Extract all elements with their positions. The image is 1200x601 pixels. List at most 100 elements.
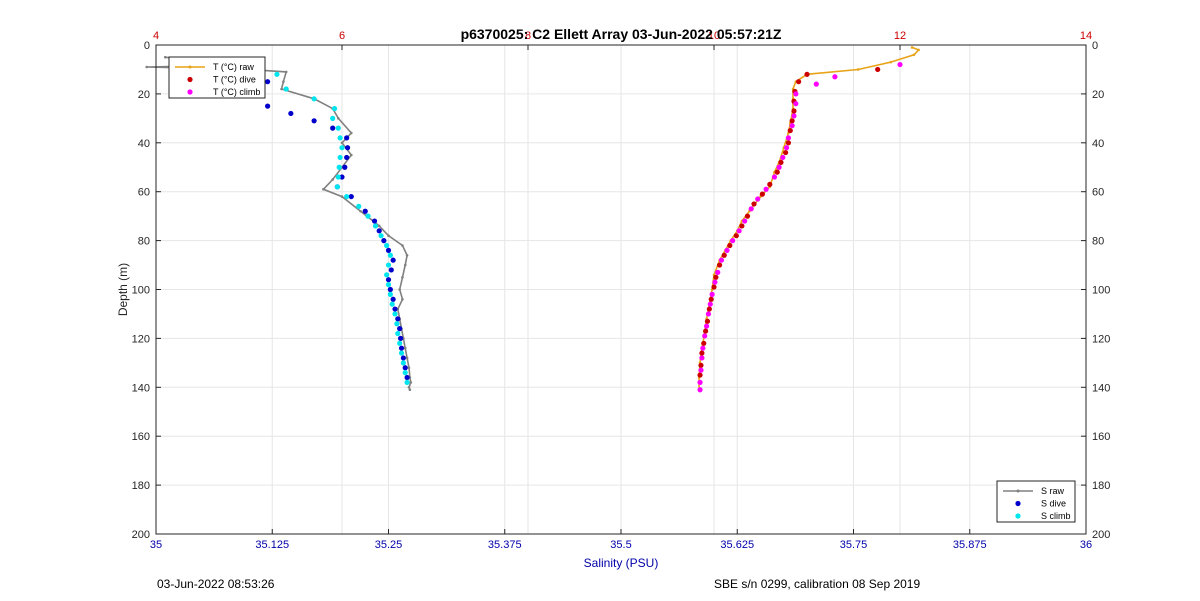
point-s-climb	[378, 233, 384, 239]
point-s-climb	[365, 213, 371, 219]
point-t-c-climb	[698, 367, 704, 373]
point-s-raw	[282, 80, 285, 83]
point-t-c-climb	[702, 333, 708, 339]
point-t-c-dive	[703, 328, 709, 334]
legend-entry-label: S dive	[1041, 499, 1066, 509]
tick-layer: 35 35.125 35.25 35.375 35.5 35.625 35.75 35.875…	[132, 30, 1111, 551]
y-tick-label-right: 120	[1092, 333, 1110, 345]
point-t-c-dive	[796, 79, 802, 85]
point-t-c-climb	[699, 355, 705, 361]
x-tick-label-bottom: 35.125	[255, 539, 289, 551]
point-s-climb	[404, 379, 410, 386]
point-t-c-climb	[705, 311, 712, 317]
point-s-climb	[384, 242, 390, 249]
point-s-dive	[381, 238, 387, 244]
point-s-raw	[331, 178, 335, 181]
point-s-climb	[384, 272, 390, 278]
point-t-c-climb	[748, 206, 754, 212]
legend-marker-swatch	[188, 65, 192, 69]
point-s-dive	[342, 164, 348, 170]
point-s-climb	[394, 321, 400, 327]
point-s-dive	[390, 257, 396, 263]
point-s-raw	[145, 65, 148, 69]
point-t-c-dive	[767, 181, 773, 187]
y-tick-label-left: 60	[138, 187, 150, 199]
point-t-c-dive	[875, 66, 881, 73]
point-s-dive	[339, 174, 345, 180]
point-s-dive	[400, 355, 406, 361]
point-s-dive	[390, 296, 396, 302]
y-tick-label-right: 40	[1092, 138, 1104, 150]
point-s-climb	[387, 252, 393, 258]
point-s-dive	[404, 374, 410, 381]
point-s-raw	[340, 195, 344, 198]
point-s-climb	[283, 86, 289, 92]
point-t-c-climb	[897, 61, 903, 68]
footer-timestamp: 03-Jun-2022 08:53:26	[157, 577, 275, 591]
point-t-c-dive	[713, 274, 719, 280]
point-s-climb	[337, 154, 343, 161]
y-tick-label-right: 60	[1092, 187, 1104, 199]
y-tick-label-right: 0	[1092, 40, 1098, 52]
y-tick-label-left: 120	[132, 333, 150, 345]
point-s-climb	[339, 145, 345, 151]
point-s-climb	[335, 174, 341, 180]
point-s-raw	[403, 346, 407, 350]
point-t-c-climb	[700, 345, 706, 351]
point-t-c-dive	[721, 252, 727, 258]
point-t-c-climb	[771, 174, 778, 180]
point-s-climb	[311, 96, 317, 102]
point-t-c-dive	[708, 296, 714, 302]
point-s-climb	[344, 193, 350, 200]
point-t-c-dive	[789, 118, 795, 124]
point-s-raw	[284, 70, 288, 74]
point-t-c-climb	[755, 196, 761, 202]
point-s-dive	[385, 247, 392, 253]
point-t-c-climb	[793, 101, 799, 107]
point-s-climb	[398, 350, 405, 356]
point-t-c-dive	[727, 242, 733, 249]
y-tick-label-right: 100	[1092, 285, 1110, 297]
point-s-dive	[395, 316, 401, 322]
point-t-c-climb	[707, 301, 713, 307]
x-axis-label-bottom: Salinity (PSU)	[584, 556, 659, 570]
point-t-c-dive	[778, 159, 784, 165]
point-s-climb	[395, 330, 401, 337]
point-t-c-climb	[832, 74, 838, 80]
point-t-c-climb	[718, 257, 725, 263]
point-s-raw	[398, 288, 401, 291]
point-s-dive	[397, 326, 403, 332]
y-tick-label-right: 160	[1092, 431, 1110, 443]
point-s-dive	[387, 286, 393, 293]
point-t-c-dive	[716, 262, 723, 268]
legend-entry-label: T (°C) dive	[213, 75, 256, 85]
legend-marker-swatch	[1015, 500, 1021, 507]
y-tick-label-left: 180	[132, 480, 150, 492]
point-t-c-dive	[785, 140, 792, 146]
series-line-s-raw	[146, 56, 412, 390]
point-s-climb	[336, 164, 342, 170]
point-s-dive	[397, 335, 404, 341]
point-s-climb	[274, 71, 280, 77]
point-s-dive	[330, 125, 336, 131]
x-tick-label-bottom: 36	[1080, 539, 1092, 551]
x-tick-label-top: 6	[339, 30, 345, 42]
point-s-climb	[400, 360, 406, 366]
y-tick-label-left: 40	[138, 138, 150, 150]
point-t-c-climb	[715, 269, 721, 275]
point-t-c-climb	[785, 135, 792, 141]
y-tick-label-right: 200	[1092, 529, 1110, 541]
point-s-dive	[388, 267, 394, 273]
point-s-dive	[398, 345, 405, 351]
footer-calibration: SBE s/n 0299, calibration 08 Sep 2019	[714, 577, 921, 591]
point-s-raw	[164, 55, 167, 59]
point-s-raw	[401, 244, 404, 247]
y-tick-label-right: 80	[1092, 236, 1104, 248]
point-s-climb	[372, 223, 379, 229]
x-tick-label-bottom: 35.25	[375, 539, 403, 551]
point-s-dive	[265, 79, 271, 85]
legend-box	[996, 480, 1076, 523]
point-t-c-dive	[791, 108, 797, 114]
point-t-c-climb	[697, 387, 703, 393]
